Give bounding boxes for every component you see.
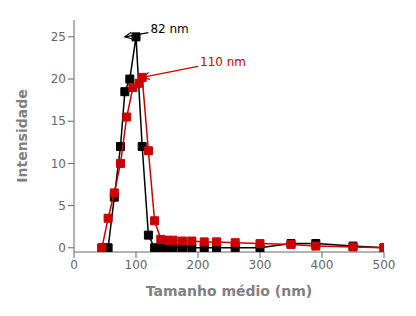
svg-text:5: 5 [58, 199, 66, 213]
svg-text:82 nm: 82 nm [150, 22, 188, 36]
svg-text:400: 400 [311, 258, 334, 272]
svg-text:Intensidade: Intensidade [14, 89, 30, 182]
svg-text:200: 200 [187, 258, 210, 272]
svg-text:110 nm: 110 nm [200, 55, 246, 69]
svg-text:15: 15 [51, 114, 66, 128]
svg-text:300: 300 [249, 258, 272, 272]
svg-text:0: 0 [58, 241, 66, 255]
svg-text:20: 20 [51, 72, 66, 86]
svg-text:0: 0 [70, 258, 78, 272]
svg-text:10: 10 [51, 157, 66, 171]
svg-text:Tamanho médio (nm): Tamanho médio (nm) [146, 283, 312, 299]
svg-text:100: 100 [125, 258, 148, 272]
svg-text:25: 25 [51, 30, 66, 44]
svg-text:500: 500 [373, 258, 396, 272]
